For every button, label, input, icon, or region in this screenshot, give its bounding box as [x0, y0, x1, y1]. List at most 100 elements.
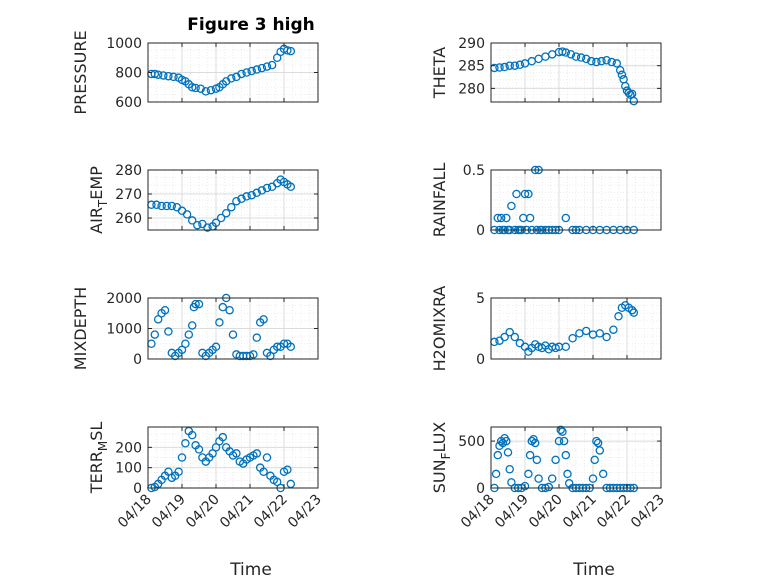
data-point [547, 474, 557, 483]
data-point [612, 59, 622, 68]
data-point [592, 57, 601, 67]
data-point [232, 449, 241, 458]
data-point [187, 83, 197, 92]
y-tick-label: 0 [133, 352, 142, 368]
data-point [150, 69, 160, 79]
data-point [218, 432, 228, 442]
data-point [257, 186, 267, 195]
data-point [587, 56, 596, 66]
data-point [554, 436, 564, 446]
data-point [561, 48, 571, 57]
data-point [283, 46, 292, 55]
x-tick-label: 04/22 [594, 492, 634, 532]
y-tick-label: 500 [458, 434, 485, 450]
data-point [159, 71, 168, 80]
data-point [500, 62, 509, 72]
data-point [520, 481, 530, 491]
data-point [160, 305, 170, 315]
data-point [262, 453, 272, 462]
data-point [242, 192, 251, 201]
data-point [544, 482, 554, 492]
axes-box [147, 426, 319, 489]
data-point [194, 445, 204, 454]
data-point [566, 50, 576, 59]
subplot-air_temp: 260 270 280 AIRTEMP [87, 163, 319, 234]
data-point [259, 315, 268, 324]
data-point [206, 85, 216, 95]
y-tick-label: 0.5 [463, 163, 485, 179]
axes-box [490, 297, 662, 360]
data-point [607, 57, 616, 67]
x-tick-label: 04/19 [149, 492, 189, 532]
data-point [279, 339, 289, 348]
y-axis-label: RAINFALL [430, 163, 449, 238]
data-point [249, 350, 258, 359]
y-axis-label-suffix: SL [87, 422, 106, 441]
data-point [581, 54, 591, 64]
data-point [237, 69, 246, 79]
y-tick-label: 280 [458, 81, 485, 97]
data-point [495, 63, 504, 72]
data-point [272, 342, 282, 352]
data-point [558, 427, 567, 436]
data-point [510, 332, 520, 342]
data-point [152, 200, 161, 210]
data-point [593, 438, 603, 448]
data-point [512, 189, 521, 199]
y-tick-label: 285 [458, 59, 485, 75]
data-point [496, 213, 506, 223]
data-point [181, 439, 190, 448]
y-tick-label: 1000 [106, 36, 142, 52]
data-point [519, 213, 528, 223]
data-point [541, 52, 550, 61]
y-tick-label: 2000 [106, 291, 142, 307]
y-axis-label-text: SUN [430, 459, 449, 493]
data-point [561, 213, 571, 223]
data-point [262, 62, 272, 71]
x-axis-label-right: Time [572, 560, 615, 580]
data-point [267, 60, 277, 70]
data-point [627, 305, 637, 315]
data-point [588, 474, 598, 483]
data-point [184, 330, 194, 339]
y-tick-label: 200 [115, 440, 142, 456]
y-tick-label: 100 [115, 461, 142, 477]
data-point [507, 201, 516, 211]
x-tick-label: 04/23 [628, 492, 668, 532]
data-point [629, 96, 639, 106]
data-point [505, 327, 514, 337]
subplot-mixdepth: 0 1000 2000 MIXDEPTH [71, 287, 319, 370]
data-point [530, 438, 540, 448]
data-point [187, 321, 197, 330]
data-point [629, 308, 639, 317]
x-tick-label: 04/19 [492, 492, 532, 532]
data-point [515, 338, 525, 348]
data-point [524, 469, 533, 479]
y-axis-label: AIRTEMP [87, 166, 110, 234]
figure-title: Figure 3 high [187, 15, 315, 35]
y-tick-label: 260 [115, 211, 142, 227]
data-point [534, 474, 543, 483]
data-point [568, 334, 577, 343]
data-point [505, 61, 514, 70]
data-point [267, 182, 277, 192]
data-point [614, 312, 623, 321]
data-point [164, 71, 173, 81]
data-point [525, 213, 535, 223]
y-axis-label: TERRMSL [87, 422, 110, 495]
data-point [576, 53, 586, 62]
data-point [169, 72, 178, 82]
x-tick-label: 04/21 [217, 492, 257, 532]
data-point [228, 330, 238, 339]
data-point [227, 74, 236, 83]
y-axis-label: PRESSURE [71, 30, 90, 114]
x-tick-label: 04/18 [458, 492, 498, 532]
data-point [556, 425, 565, 435]
data-point [191, 83, 200, 93]
y-axis-label-text: RAINFALL [430, 163, 449, 238]
data-point [187, 430, 197, 440]
data-point [597, 56, 606, 66]
